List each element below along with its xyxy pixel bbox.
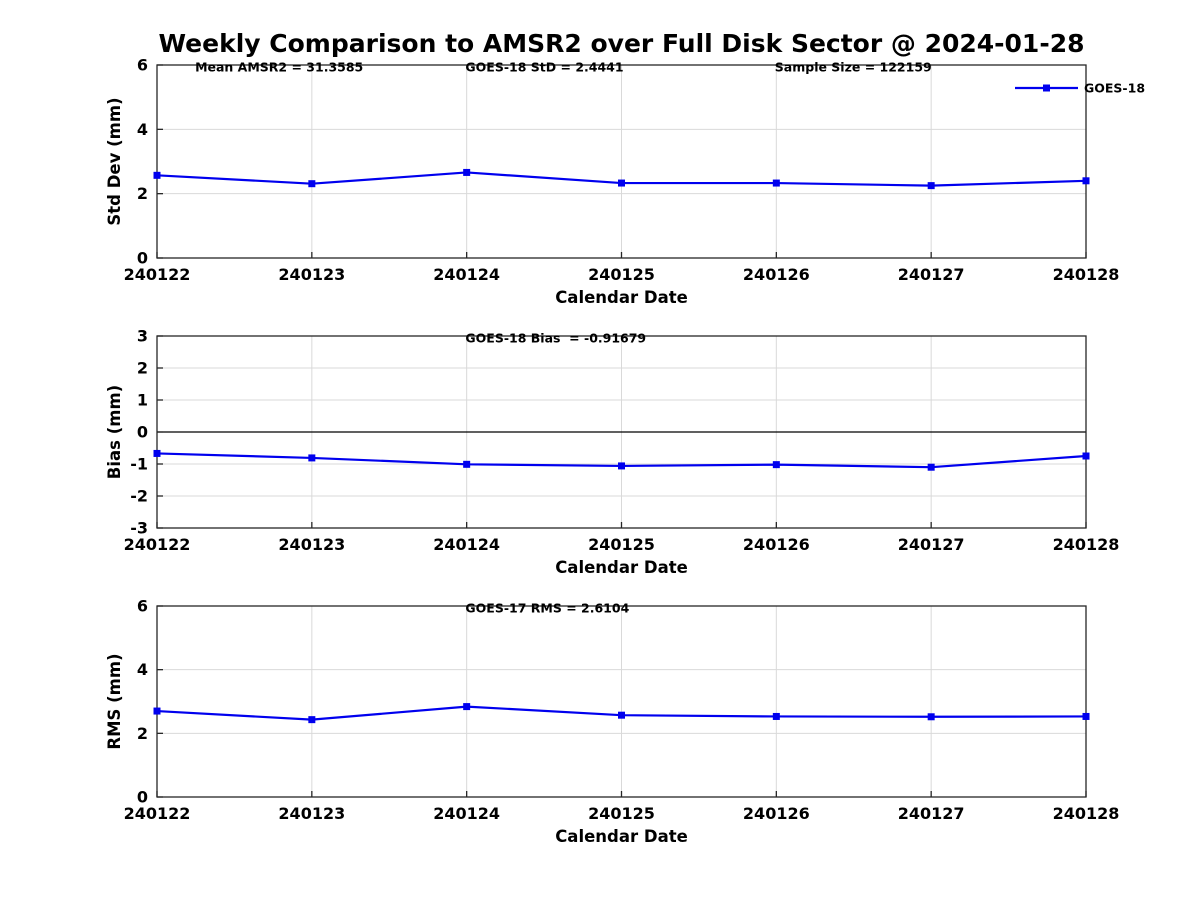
x-axis-label: Calendar Date (555, 558, 688, 577)
x-tick-label: 240126 (743, 265, 810, 284)
y-tick-label: -3 (130, 519, 148, 538)
x-tick-label: 240126 (743, 535, 810, 554)
data-point-marker (618, 179, 625, 187)
figure-title: Weekly Comparison to AMSR2 over Full Dis… (158, 29, 1085, 58)
x-tick-label: 240128 (1053, 804, 1120, 823)
data-point-marker (772, 179, 780, 187)
y-tick-label: 2 (137, 724, 148, 743)
data-point-marker (618, 462, 625, 470)
data-point-marker (463, 168, 471, 176)
data-point-marker (308, 454, 316, 462)
data-point-marker (772, 461, 780, 469)
y-tick-label: 4 (137, 120, 148, 139)
y-tick-label: 6 (137, 56, 148, 75)
data-point-marker (463, 460, 471, 468)
x-tick-label: 240124 (433, 804, 500, 823)
x-tick-label: 240125 (588, 535, 655, 554)
annotation: GOES-18 Bias = -0.91679 (465, 331, 646, 346)
annotation: GOES-18 StD = 2.4441 (465, 60, 623, 75)
x-tick-label: 240127 (898, 804, 965, 823)
y-tick-label: 0 (137, 423, 148, 442)
x-tick-label: 240123 (278, 804, 345, 823)
x-tick-label: 240126 (743, 804, 810, 823)
annotation: Mean AMSR2 = 31.3585 (195, 60, 363, 75)
x-tick-label: 240124 (433, 265, 500, 284)
data-point-marker (618, 711, 625, 719)
data-point-marker (153, 707, 161, 715)
x-tick-label: 240128 (1053, 535, 1120, 554)
legend-label: GOES-18 (1084, 81, 1145, 96)
y-tick-label: 0 (137, 788, 148, 807)
x-tick-label: 240122 (124, 804, 191, 823)
legend-marker (1043, 84, 1050, 92)
x-tick-label: 240125 (588, 804, 655, 823)
data-point-marker (772, 712, 780, 720)
data-point-marker (463, 703, 471, 711)
y-tick-label: 1 (137, 391, 148, 410)
data-point-marker (1082, 712, 1090, 720)
x-tick-label: 240127 (898, 265, 965, 284)
y-tick-label: -1 (130, 455, 148, 474)
y-tick-label: 3 (137, 327, 148, 346)
x-axis-label: Calendar Date (555, 288, 688, 307)
x-tick-label: 240123 (278, 535, 345, 554)
y-axis-label: RMS (mm) (105, 653, 124, 749)
y-tick-label: 2 (137, 184, 148, 203)
x-axis-label: Calendar Date (555, 827, 688, 846)
data-point-marker (1082, 452, 1090, 460)
y-tick-label: 0 (137, 249, 148, 268)
x-tick-label: 240125 (588, 265, 655, 284)
data-point-marker (927, 463, 935, 471)
annotation: Sample Size = 122159 (775, 60, 932, 75)
y-tick-label: 2 (137, 359, 148, 378)
y-tick-label: 6 (137, 597, 148, 616)
x-tick-label: 240127 (898, 535, 965, 554)
x-tick-label: 240122 (124, 535, 191, 554)
data-point-marker (153, 449, 161, 457)
x-tick-label: 240123 (278, 265, 345, 284)
data-point-marker (308, 716, 316, 724)
y-axis-label: Bias (mm) (105, 385, 124, 479)
data-point-marker (927, 713, 935, 721)
y-axis-label: Std Dev (mm) (105, 97, 124, 225)
x-tick-label: 240124 (433, 535, 500, 554)
data-point-marker (927, 182, 935, 190)
annotation: GOES-17 RMS = 2.6104 (465, 601, 629, 616)
data-point-marker (153, 171, 161, 179)
x-tick-label: 240128 (1053, 265, 1120, 284)
data-point-marker (1082, 177, 1090, 185)
y-tick-label: -2 (130, 487, 148, 506)
y-tick-label: 4 (137, 660, 148, 679)
x-tick-label: 240122 (124, 265, 191, 284)
data-point-marker (308, 180, 316, 188)
